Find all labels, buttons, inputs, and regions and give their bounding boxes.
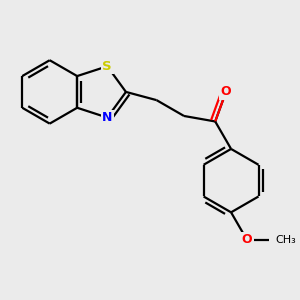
Text: S: S [103,60,112,73]
Text: N: N [102,111,112,124]
Text: O: O [242,233,252,246]
Text: CH₃: CH₃ [275,235,296,245]
Text: O: O [221,85,231,98]
